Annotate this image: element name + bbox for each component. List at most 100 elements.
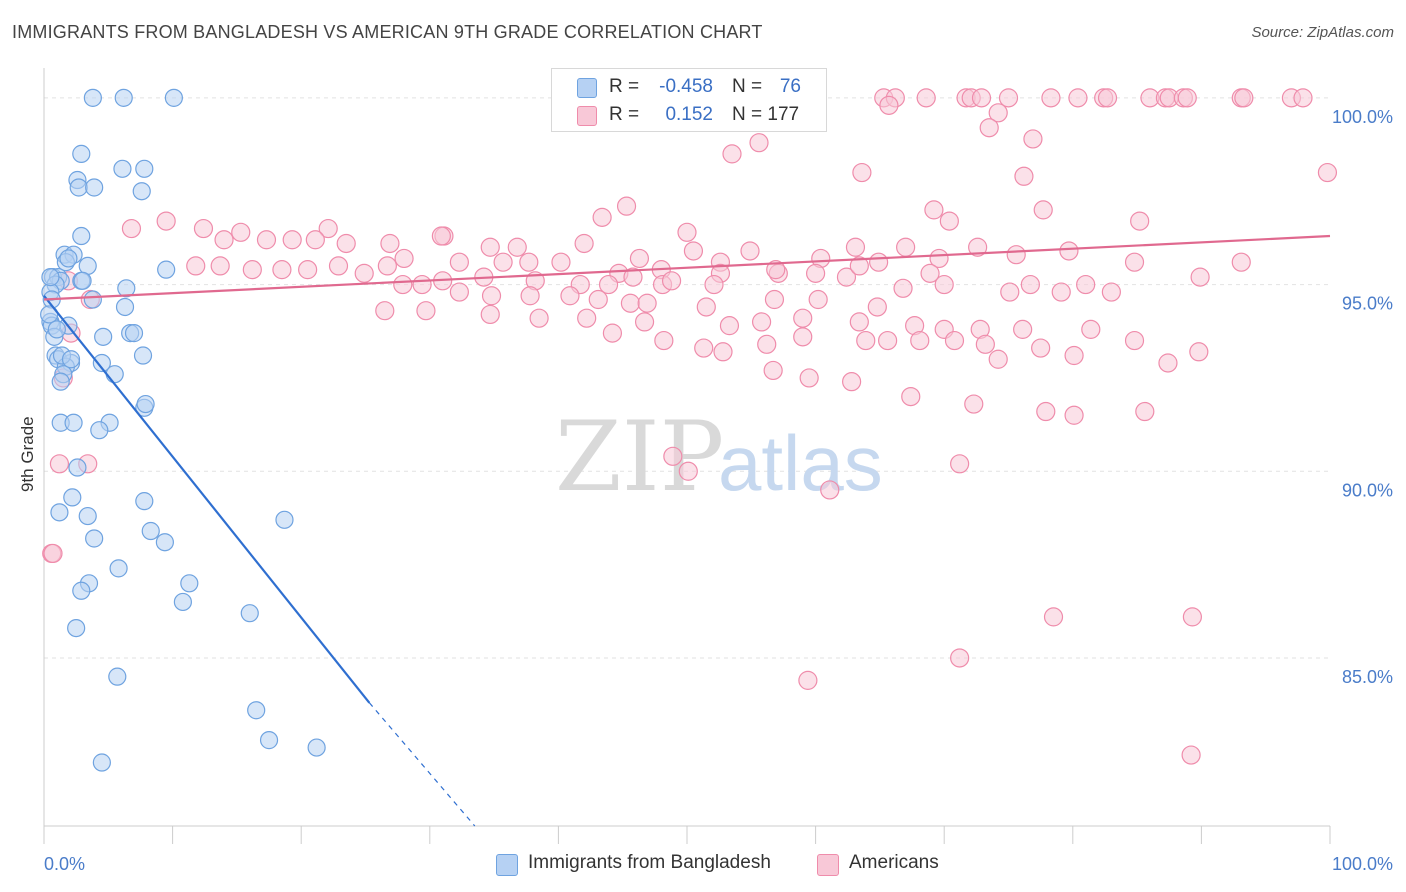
americans-trend-line: [43, 234, 1331, 301]
american-point: [416, 301, 436, 321]
bangladesh-point: [64, 413, 83, 432]
american-point: [186, 256, 206, 276]
american-point: [896, 237, 916, 257]
american-point: [551, 252, 571, 272]
bangladesh-point: [72, 581, 91, 600]
american-point: [749, 133, 769, 153]
american-point: [740, 241, 760, 261]
legend-n-value: 76: [779, 76, 801, 97]
american-point: [849, 256, 869, 276]
x-tick-label: 100.0%: [1332, 854, 1393, 874]
american-point: [836, 267, 857, 287]
american-point: [1033, 200, 1053, 220]
bangladesh-point: [68, 458, 87, 477]
american-point: [798, 670, 818, 690]
american-point: [529, 308, 549, 328]
bangladesh-point: [136, 394, 155, 414]
bangladesh-point: [259, 731, 279, 750]
american-point: [722, 144, 742, 164]
bangladesh-point: [164, 88, 183, 107]
bangladesh-point: [92, 753, 111, 772]
american-point: [867, 297, 887, 317]
bangladesh-point: [67, 618, 86, 638]
bangladesh-point: [124, 324, 144, 343]
legend-r-label: R =: [609, 104, 640, 125]
bangladesh-point: [83, 88, 102, 107]
american-point: [1076, 274, 1096, 295]
bangladesh-point: [69, 178, 88, 197]
american-point: [560, 286, 580, 306]
american-point: [763, 360, 783, 381]
american-point: [968, 237, 988, 257]
american-point: [751, 312, 772, 332]
bangladesh-point: [78, 506, 97, 526]
y-tick-label: 95.0%: [1342, 294, 1393, 314]
american-point: [678, 461, 698, 481]
american-point: [616, 196, 637, 216]
bangladesh-point: [307, 738, 326, 757]
american-point: [328, 256, 349, 276]
legend-r-value: -0.458: [659, 76, 713, 97]
legend-row-americans: R = 0.152 N = 177: [552, 101, 826, 129]
bangladesh-point: [247, 701, 266, 720]
bangladesh-trend-line: [43, 295, 371, 704]
american-point: [1000, 282, 1020, 302]
bangladesh-trend-extension: [368, 702, 476, 827]
y-axis-label: 9th Grade: [18, 416, 37, 492]
american-point: [920, 263, 940, 283]
american-point: [694, 338, 714, 358]
bangladesh-point: [114, 88, 133, 107]
american-point: [1135, 401, 1155, 422]
american-point: [1068, 88, 1088, 108]
watermark: ZIP atlas: [555, 401, 883, 513]
american-point: [231, 222, 251, 242]
trend-lines: [43, 234, 1331, 827]
americans-points: [42, 88, 1338, 765]
american-point: [1124, 330, 1145, 351]
american-point: [793, 308, 813, 328]
american-point: [1190, 267, 1210, 287]
american-point: [412, 274, 432, 295]
bangladesh-point: [135, 159, 154, 178]
bangladesh-point: [72, 144, 91, 163]
american-point: [1317, 162, 1338, 183]
american-point: [1006, 245, 1026, 265]
american-point: [1101, 282, 1121, 302]
american-point: [629, 248, 650, 269]
bangladesh-point: [141, 521, 160, 541]
american-point: [713, 342, 733, 362]
american-point: [1182, 607, 1202, 627]
watermark-atlas: atlas: [718, 419, 883, 507]
american-point: [719, 316, 740, 336]
legend-row-bangladesh: R = -0.458 N = 76: [552, 73, 826, 101]
american-point: [805, 263, 826, 283]
american-point: [939, 211, 959, 231]
american-point: [121, 218, 142, 239]
bangladesh-point: [85, 529, 104, 548]
american-point: [696, 297, 716, 317]
american-point: [661, 271, 682, 291]
bangladesh-point: [240, 604, 259, 623]
american-point: [842, 372, 862, 392]
american-point: [272, 260, 292, 280]
american-point: [1023, 129, 1043, 149]
american-point: [49, 454, 70, 474]
american-point: [480, 304, 500, 325]
american-point: [893, 278, 913, 298]
x-tick-label: 0.0%: [44, 854, 85, 874]
american-point: [393, 274, 413, 295]
american-point: [298, 260, 318, 280]
american-point: [210, 256, 230, 276]
legend-n-label: N = 177: [732, 104, 800, 125]
y-tick-label: 100.0%: [1332, 107, 1393, 127]
bottom-legend-swatch-blue: [496, 854, 518, 876]
american-point: [623, 267, 643, 287]
american-point: [975, 334, 995, 354]
bangladesh-point: [73, 271, 92, 290]
american-point: [924, 200, 944, 220]
american-point: [449, 252, 469, 272]
bangladesh-point: [92, 353, 111, 373]
american-point: [964, 394, 984, 414]
american-point: [1059, 241, 1079, 261]
legend-swatch-blue: [577, 78, 597, 98]
